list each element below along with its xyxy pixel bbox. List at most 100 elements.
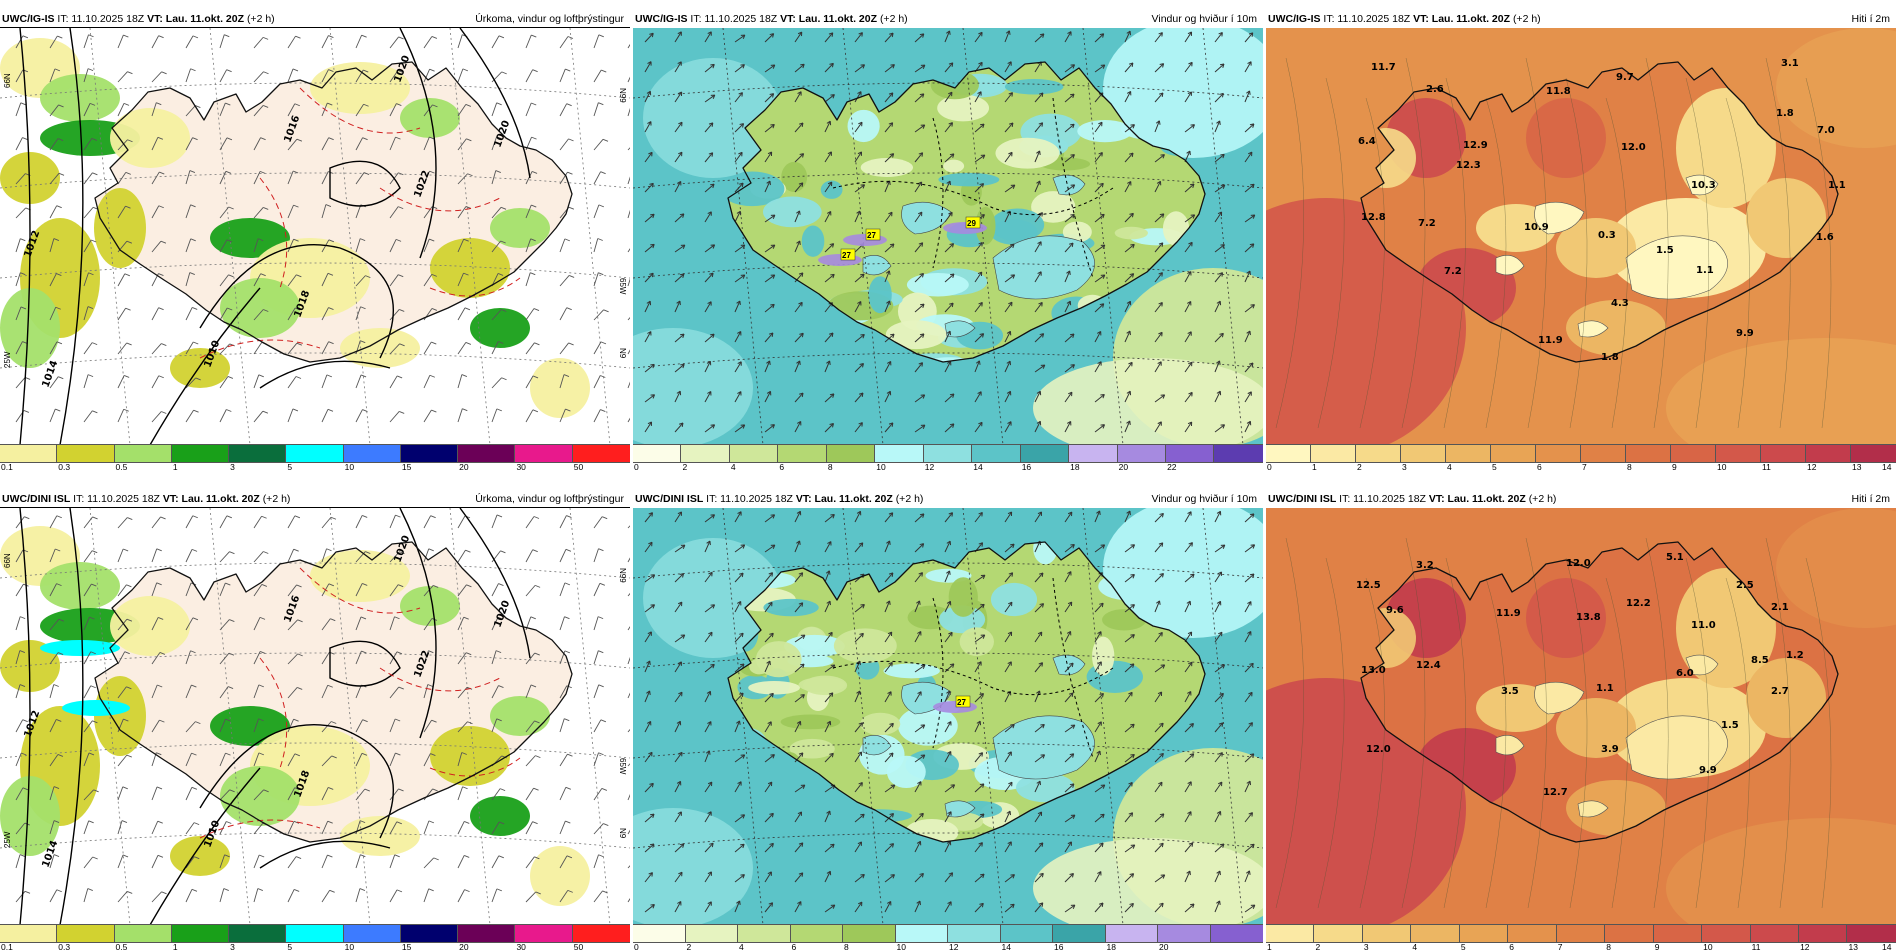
colorbar-tick-label: 9	[1672, 462, 1677, 470]
glacier-outline	[944, 320, 976, 338]
field-patch	[470, 308, 530, 348]
colorbar-swatch	[1445, 444, 1492, 463]
panel-header: UWC/DINI ISL IT: 11.10.2025 18Z VT: Lau.…	[0, 490, 630, 508]
colorbar-swatch	[113, 444, 173, 463]
field-patch	[94, 676, 146, 756]
field-patch	[220, 278, 300, 338]
temperature-value: 7.2	[1444, 266, 1462, 277]
colorbar-swatch	[228, 924, 288, 943]
wind-vectors	[644, 30, 1256, 433]
temperature-value: 0.3	[1598, 230, 1616, 241]
iceland-coastline	[1360, 61, 1839, 363]
panel-title: Úrkoma, vindur og loftþrýstingur	[475, 13, 624, 25]
gust-value-label: 29	[967, 219, 976, 228]
temperature-value: 11.0	[1691, 620, 1716, 631]
colorbar-swatch	[1625, 444, 1672, 463]
colorbar-tick-label: 15	[401, 462, 412, 470]
colorbar-tick-label: 0.1	[1, 462, 13, 470]
field-patch	[1062, 221, 1092, 243]
field-patch	[868, 276, 892, 314]
temperature-value: 11.7	[1371, 62, 1396, 73]
colorbar-tick-label: 0.3	[58, 462, 71, 470]
field-patch	[170, 348, 230, 388]
colorbar-tick-label: 9	[1654, 942, 1660, 950]
colorbar-swatch	[1846, 924, 1896, 943]
colorbar-tick-label: 1	[1312, 462, 1317, 470]
colorbar-ticks: 0 2 4 6 8 10 12 14 16 18 20	[633, 942, 1263, 950]
region-borders	[832, 97, 1114, 279]
field-patch	[843, 234, 887, 246]
colorbar-swatch	[1507, 924, 1558, 943]
field-patch	[40, 562, 120, 610]
glacier-outline	[1577, 320, 1609, 338]
field-patch	[400, 586, 460, 626]
colorbar-tick-label: 5	[287, 942, 293, 950]
panel-temp-igis: UWC/IG-IS IT: 11.10.2025 18Z VT: Lau. 11…	[1266, 10, 1896, 470]
valid-time: VT: Lau. 11.okt. 20Z	[162, 493, 260, 505]
temperature-value: 9.7	[1616, 72, 1634, 83]
gust-marker	[965, 216, 981, 229]
isotherms	[1275, 537, 1832, 909]
init-time: IT: 11.10.2025 18Z	[73, 493, 160, 505]
glacier-outline	[1625, 235, 1728, 300]
sea-wind-shading	[633, 508, 1263, 925]
field-patch	[959, 627, 994, 657]
colorbar-strip	[1266, 924, 1896, 943]
lead-time: (+2 h)	[1512, 13, 1541, 25]
colorbar-tick-label: 0.1	[1, 942, 13, 950]
colorbar-tick-label: 4	[730, 462, 736, 470]
colorbar-swatch	[1052, 924, 1107, 943]
field-patch	[1666, 818, 1896, 925]
temperature-value: 6.0	[1676, 668, 1694, 679]
field-patch	[470, 796, 530, 836]
colorbar-swatch	[1797, 924, 1849, 943]
field-patch	[820, 180, 843, 199]
colorbar-swatch	[789, 924, 844, 943]
model-name: UWC/IG-IS	[1268, 13, 1321, 25]
colorbar-swatch	[1850, 444, 1896, 463]
temperature-value: 11.9	[1538, 335, 1563, 346]
temperature-value: 12.0	[1566, 558, 1591, 569]
glacier-outline	[1534, 201, 1585, 235]
grid-edge-label: 25W	[3, 351, 12, 368]
gust-marker	[865, 228, 881, 241]
field-patch	[430, 726, 510, 786]
wind-map: 27 27 29	[633, 28, 1263, 445]
field-patch	[938, 172, 1000, 187]
field-patch	[885, 320, 947, 350]
colorbar-tick-label: 4	[1447, 462, 1452, 470]
colorbar-tick-label: 1	[172, 462, 178, 470]
colorbar-tick-label: 50	[573, 462, 584, 470]
colorbar-tick-label: 18	[1106, 942, 1116, 950]
colorbar-swatch	[999, 924, 1054, 943]
temperature-value: 7.0	[1817, 125, 1835, 136]
field-patch	[1077, 120, 1133, 143]
colorbar-swatch	[514, 444, 574, 463]
colorbar-tick-label: 10	[896, 942, 906, 950]
temperature-value: 1.8	[1601, 352, 1619, 363]
field-patch	[643, 58, 783, 178]
colorbar-swatch	[56, 924, 116, 943]
colorbar-tick-label: 3	[1363, 942, 1369, 950]
colorbar-swatch	[1266, 444, 1312, 463]
temperature-value: 1.1	[1828, 180, 1846, 191]
panel-title: Hiti í 2m	[1851, 13, 1890, 25]
colorbar-swatch	[399, 444, 460, 463]
colorbar-tick-label: 22	[1167, 462, 1177, 470]
field-patch	[762, 196, 822, 228]
precip-shading	[0, 38, 590, 418]
field-patch	[1092, 636, 1115, 676]
field-patch	[310, 62, 410, 114]
field-patch	[530, 846, 590, 906]
iceland-coastline	[94, 61, 573, 363]
precip-map: 1016 1020 1022 1012 1018 1014 1010 1020 66N N99 65…	[0, 27, 630, 446]
temperature-value: 1.5	[1656, 245, 1674, 256]
temperature-value: 3.9	[1601, 744, 1619, 755]
glacier-outline	[944, 800, 976, 818]
field-patch	[62, 700, 130, 716]
field-patch	[763, 598, 819, 617]
glacier-outline	[1495, 255, 1525, 276]
colorbar-swatch	[1701, 924, 1752, 943]
valid-time: VT: Lau. 11.okt. 20Z	[1413, 13, 1511, 25]
field-patch	[937, 94, 990, 122]
